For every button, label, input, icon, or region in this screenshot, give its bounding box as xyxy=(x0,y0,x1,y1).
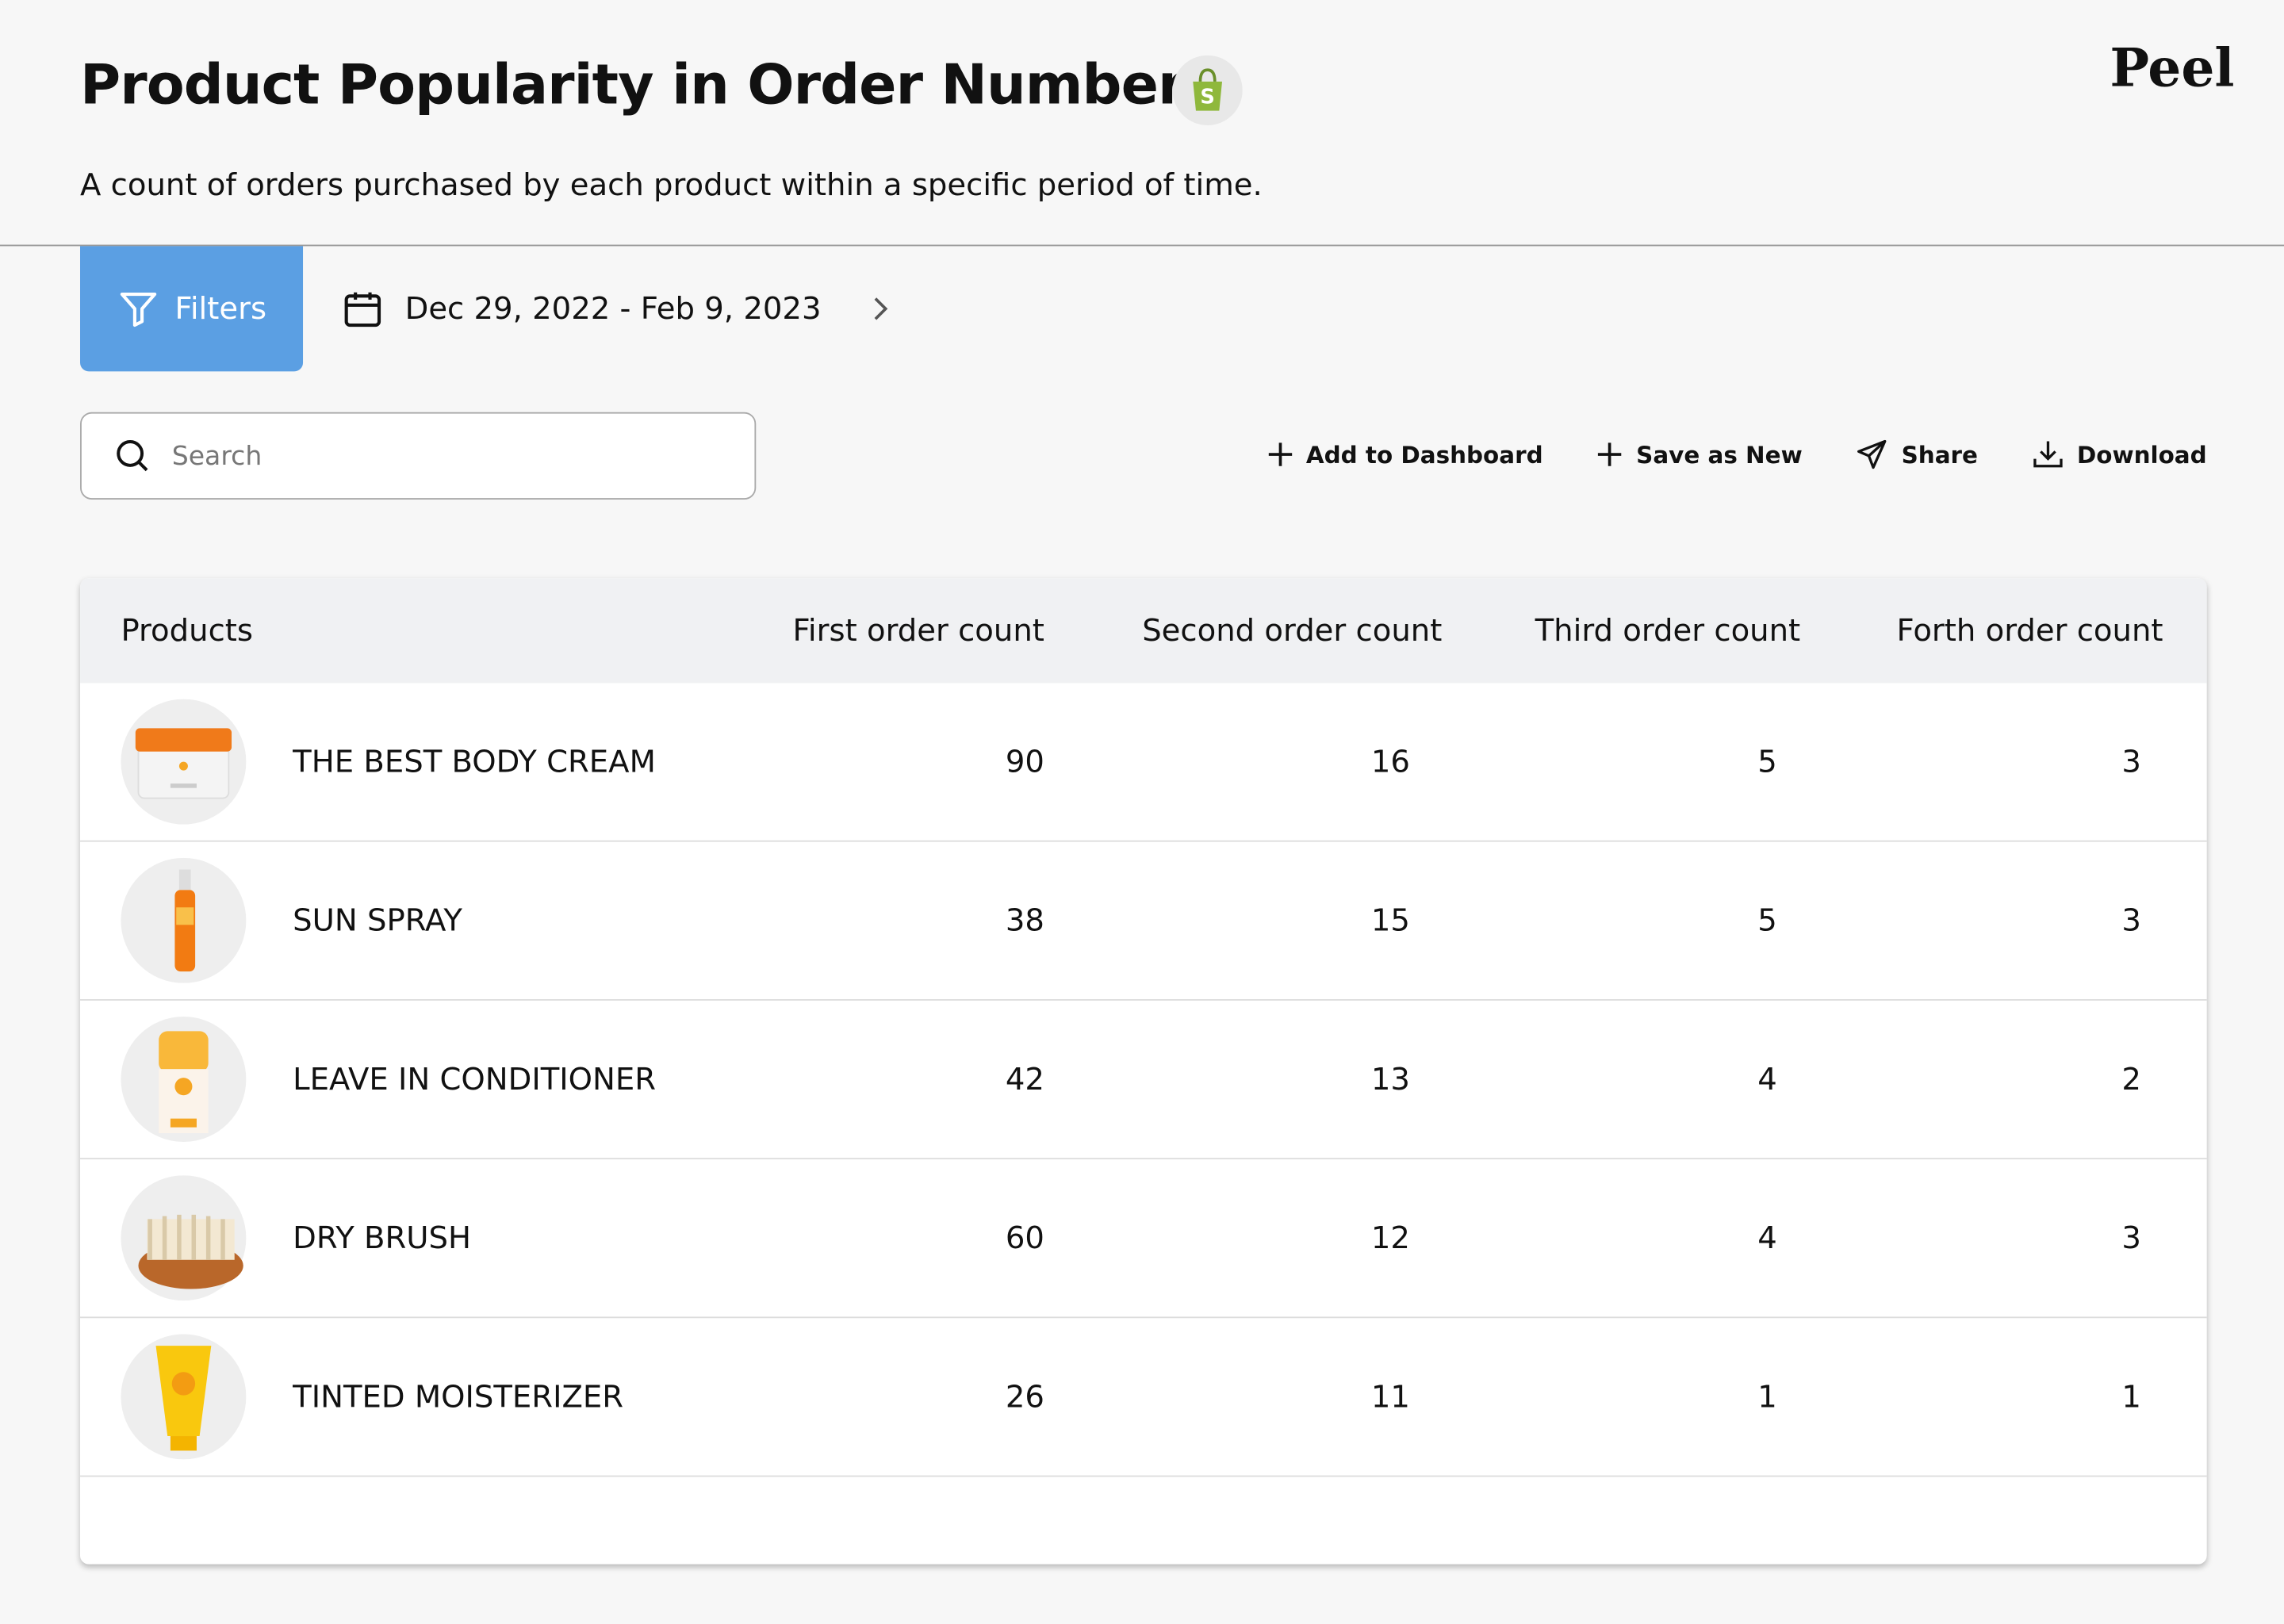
column-header: Forth order count xyxy=(1896,613,2163,649)
table-row[interactable]: LEAVE IN CONDITIONER 42 13 4 2 xyxy=(80,1001,2207,1160)
order-count: 26 xyxy=(1005,1379,1044,1415)
product-thumbnail xyxy=(121,699,247,825)
svg-text:S: S xyxy=(1200,85,1215,109)
order-count: 4 xyxy=(1757,1220,1777,1256)
order-count: 1 xyxy=(1757,1379,1777,1415)
order-count: 3 xyxy=(2121,1220,2142,1256)
order-count: 90 xyxy=(1005,744,1044,779)
plus-icon xyxy=(1598,442,1622,466)
product-name: TINTED MOISTERIZER xyxy=(293,1379,624,1415)
date-picker[interactable]: Dec 29, 2022 - Feb 9, 2023 xyxy=(341,285,897,332)
column-header: First order count xyxy=(792,613,1044,649)
column-header: Second order count xyxy=(1142,613,1443,649)
order-count: 2 xyxy=(2121,1061,2142,1097)
download-icon xyxy=(2033,441,2063,468)
table-body: THE BEST BODY CREAM 90 16 5 3 SUN SPRAY 38 15 5 3… xyxy=(80,683,2207,1477)
order-count: 42 xyxy=(1005,1061,1044,1097)
order-count: 11 xyxy=(1370,1379,1410,1415)
product-name: SUN SPRAY xyxy=(293,902,462,938)
product-name: THE BEST BODY CREAM xyxy=(293,744,656,779)
divider xyxy=(0,244,2284,247)
product-thumbnail xyxy=(121,1175,247,1301)
column-header: Products xyxy=(121,613,254,649)
order-count: 5 xyxy=(1757,902,1777,938)
action-label: Save as New xyxy=(1636,440,1803,469)
order-count: 4 xyxy=(1757,1061,1777,1097)
save-as-new[interactable]: Save as New xyxy=(1596,437,1803,472)
search-placeholder: Search xyxy=(171,440,263,472)
brand-logo: Peel xyxy=(2110,37,2235,99)
calendar-icon xyxy=(344,292,381,327)
table-row[interactable]: TINTED MOISTERIZER 26 11 1 1 xyxy=(80,1318,2207,1477)
order-count: 60 xyxy=(1005,1220,1044,1256)
action-label: Download xyxy=(2076,440,2207,469)
share-icon xyxy=(1857,439,1887,469)
table-row[interactable]: THE BEST BODY CREAM 90 16 5 3 xyxy=(80,683,2207,842)
chevron-right xyxy=(874,297,887,320)
table-row[interactable]: SUN SPRAY 38 15 5 3 xyxy=(80,842,2207,1001)
page-title: Product Popularity in Order Number xyxy=(80,52,1185,117)
filter-icon xyxy=(120,292,157,327)
action-label: Share xyxy=(1901,440,1978,469)
product-name: LEAVE IN CONDITIONER xyxy=(293,1061,657,1097)
search-icon xyxy=(117,440,148,472)
order-count: 15 xyxy=(1370,902,1410,938)
order-count: 38 xyxy=(1005,902,1044,938)
order-count: 1 xyxy=(2121,1379,2142,1415)
order-count: 16 xyxy=(1370,744,1410,779)
plus-icon xyxy=(1268,442,1292,466)
filters-button[interactable]: Filters xyxy=(80,246,304,372)
search-box[interactable]: Search xyxy=(80,412,757,500)
share[interactable]: Share xyxy=(1855,437,1978,472)
date-range: Dec 29, 2022 - Feb 9, 2023 xyxy=(404,291,822,327)
download[interactable]: Download xyxy=(2030,437,2207,472)
column-header: Third order count xyxy=(1535,613,1801,649)
order-count: 13 xyxy=(1370,1061,1410,1097)
table-header: Products First order count Second order … xyxy=(80,578,2207,684)
filters-label: Filters xyxy=(174,291,267,327)
product-thumbnail xyxy=(121,857,247,983)
order-count: 3 xyxy=(2121,902,2142,938)
action-label: Add to Dashboard xyxy=(1305,440,1543,469)
action-bar: Add to Dashboard Save as New Share Downl… xyxy=(1265,437,2207,472)
product-name: DRY BRUSH xyxy=(293,1220,472,1256)
page-subtitle: A count of orders purchased by each prod… xyxy=(80,167,1263,203)
order-count: 5 xyxy=(1757,744,1777,779)
order-count: 3 xyxy=(2121,744,2142,779)
data-table: Products First order count Second order … xyxy=(80,578,2207,1565)
product-thumbnail xyxy=(121,1017,247,1143)
shopify-icon: S xyxy=(1172,55,1243,125)
add-to-dashboard[interactable]: Add to Dashboard xyxy=(1265,437,1543,472)
product-thumbnail xyxy=(121,1334,247,1460)
table-row[interactable]: DRY BRUSH 60 12 4 3 xyxy=(80,1159,2207,1319)
order-count: 12 xyxy=(1370,1220,1410,1256)
